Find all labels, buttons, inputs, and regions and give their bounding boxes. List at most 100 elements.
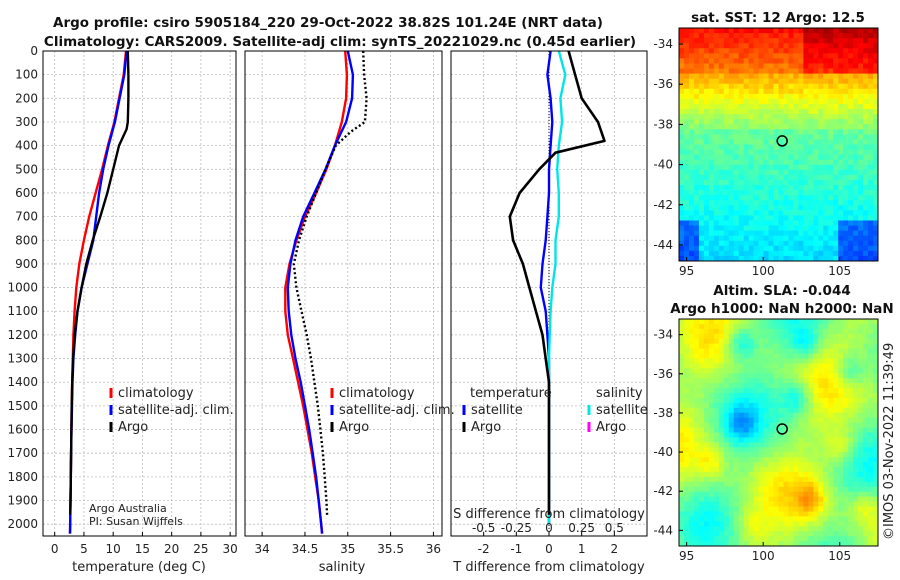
sla-cell — [778, 442, 785, 448]
sla-cell — [733, 353, 740, 360]
sla-cell — [863, 373, 869, 379]
sst-cell — [698, 154, 705, 161]
sst-cell — [848, 129, 854, 135]
sla-cell — [778, 338, 785, 345]
sla-cell — [778, 452, 785, 458]
sst-cell — [688, 205, 695, 211]
sla-cell — [748, 462, 755, 468]
sla-cell — [733, 343, 740, 350]
sst-cell — [708, 28, 715, 34]
sla-cell — [803, 476, 809, 483]
sla-cell — [783, 486, 790, 493]
sst-cell — [679, 63, 685, 70]
sst-cell — [853, 174, 859, 181]
sla-cell — [758, 541, 765, 546]
sla-cell — [698, 427, 705, 434]
sst-cell — [803, 48, 809, 54]
sla-cell — [738, 462, 745, 468]
sst-cell — [688, 245, 695, 252]
sst-cell — [843, 53, 849, 59]
sla-cell — [828, 378, 834, 384]
sst-cell — [808, 210, 814, 217]
sst-cell — [868, 43, 874, 49]
sla-cell — [758, 343, 765, 350]
sst-cell — [728, 250, 735, 257]
sst-cell — [848, 43, 854, 49]
sst-cell — [778, 159, 785, 166]
sla-cell — [683, 457, 690, 463]
sla-cell — [863, 442, 869, 448]
sst-cell — [773, 164, 780, 171]
sla-cell — [768, 388, 775, 394]
sla-cell — [803, 516, 809, 522]
sst-cell — [768, 195, 775, 201]
sst-cell — [783, 129, 790, 135]
sst-cell — [788, 38, 795, 44]
sla-cell — [808, 506, 814, 513]
sla-cell — [718, 467, 725, 473]
sla-cell — [843, 422, 849, 429]
sst-cell — [863, 245, 869, 252]
sst-cell — [868, 250, 874, 257]
sla-cell — [728, 541, 735, 546]
sst-cell — [843, 159, 849, 166]
sst-cell — [828, 103, 834, 110]
sla-cell — [698, 501, 705, 508]
sla-cell — [823, 319, 829, 325]
sst-cell — [768, 109, 775, 115]
sst-cell — [693, 235, 700, 242]
sla-cell — [813, 481, 819, 488]
sst-cell — [823, 159, 829, 166]
sla-cell — [718, 328, 725, 335]
sla-cell — [738, 383, 745, 389]
sst-cell — [733, 200, 740, 206]
sst-cell — [803, 58, 809, 65]
sla-cell — [738, 417, 745, 424]
sst-cell — [798, 185, 804, 191]
series-climatology — [68, 51, 128, 534]
sst-cell — [723, 210, 730, 217]
sst-cell — [683, 215, 690, 222]
sst-cell — [738, 154, 745, 161]
sst-cell — [753, 164, 760, 171]
sst-cell — [803, 73, 809, 80]
sst-cell — [818, 63, 824, 70]
sst-cell — [768, 98, 775, 105]
sst-cell — [713, 114, 720, 120]
sst-cell — [798, 164, 804, 171]
sst-cell — [858, 164, 864, 171]
sst-cell — [858, 169, 864, 176]
sst-cell — [843, 109, 849, 115]
sla-cell — [788, 363, 795, 369]
sla-cell — [718, 452, 725, 458]
sst-cell — [679, 179, 685, 186]
sst-cell — [788, 169, 795, 176]
sla-cell — [803, 368, 809, 374]
sst-cell — [723, 124, 730, 130]
sla-cell — [828, 462, 834, 468]
sla-cell — [778, 343, 785, 350]
sst-cell — [703, 255, 710, 261]
sla-cell — [813, 338, 819, 345]
sst-cell — [768, 154, 775, 161]
sst-cell — [718, 38, 725, 44]
sst-cell — [793, 205, 799, 211]
sla-cell — [763, 452, 770, 458]
sst-cell — [688, 103, 695, 110]
sst-cell — [688, 88, 695, 95]
sst-cell — [743, 215, 750, 222]
sst-cell — [838, 88, 844, 95]
sst-cell — [743, 88, 750, 95]
sla-cell — [743, 476, 750, 483]
sla-cell — [863, 358, 869, 365]
sla-cell — [708, 442, 715, 448]
sst-cell — [743, 210, 750, 217]
sst-cell — [703, 250, 710, 257]
sla-cell — [783, 412, 790, 419]
sla-cell — [808, 496, 814, 503]
sla-cell — [679, 358, 685, 365]
sla-cell — [778, 323, 785, 330]
sla-cell — [853, 353, 859, 360]
sla-cell — [813, 333, 819, 340]
sst-cell — [698, 93, 705, 100]
